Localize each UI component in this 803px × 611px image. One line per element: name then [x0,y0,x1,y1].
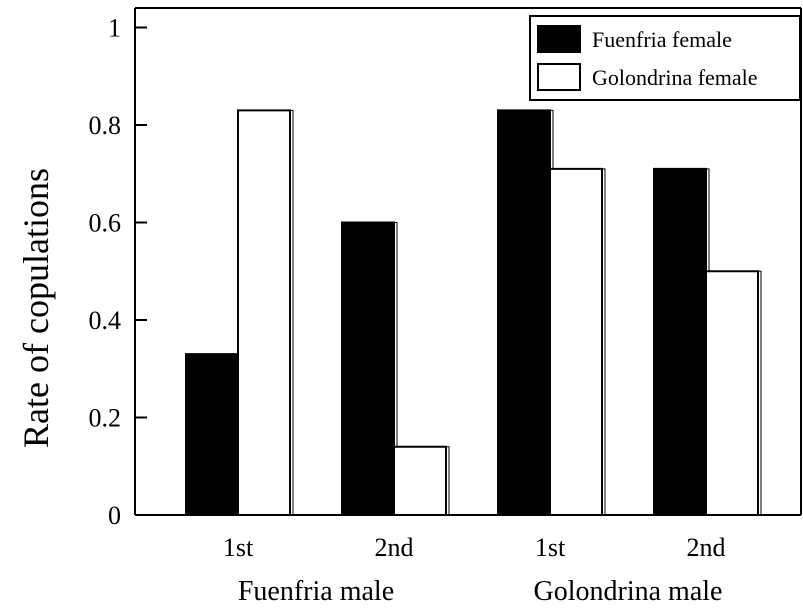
legend-label: Fuenfria female [592,27,732,52]
y-tick-label: 0.4 [89,306,122,335]
legend-label: Golondrina female [592,65,758,90]
bar-golondrina-female-1 [237,109,291,516]
group-label: Fuenfria male [238,576,394,607]
bar-golondrina-female-4 [705,270,759,516]
bars [185,109,762,516]
group-label: Golondrina male [534,576,723,607]
bar-golondrina-female-2 [393,445,447,516]
bar-golondrina-female-3 [549,167,603,516]
bar-fuenfria-female-4 [653,167,707,516]
x-tick-label: 1st [535,533,566,562]
y-ticks: 0 0.2 0.4 0.6 0.8 1 [89,14,147,530]
x-tick-label: 2nd [375,533,414,562]
legend-swatch [537,25,581,53]
y-tick-label: 0.2 [89,404,122,433]
bar-fuenfria-female-2 [341,221,395,516]
x-tick-label: 1st [223,533,254,562]
y-tick-label: 0.6 [89,209,122,238]
y-tick-label: 1 [108,14,121,43]
legend-swatch [537,63,581,91]
x-tick-label: 2nd [687,533,726,562]
legend: Fuenfria female Golondrina female [529,15,801,101]
bar-fuenfria-female-3 [497,109,551,516]
x-tick-labels: 1st 2nd 1st 2nd [223,533,726,562]
group-labels: Fuenfria male Golondrina male [238,576,723,607]
y-tick-label: 0.8 [89,111,122,140]
y-tick-label: 0 [108,501,121,530]
y-axis-label: Rate of copulations [16,168,56,448]
bar-fuenfria-female-1 [185,353,239,516]
